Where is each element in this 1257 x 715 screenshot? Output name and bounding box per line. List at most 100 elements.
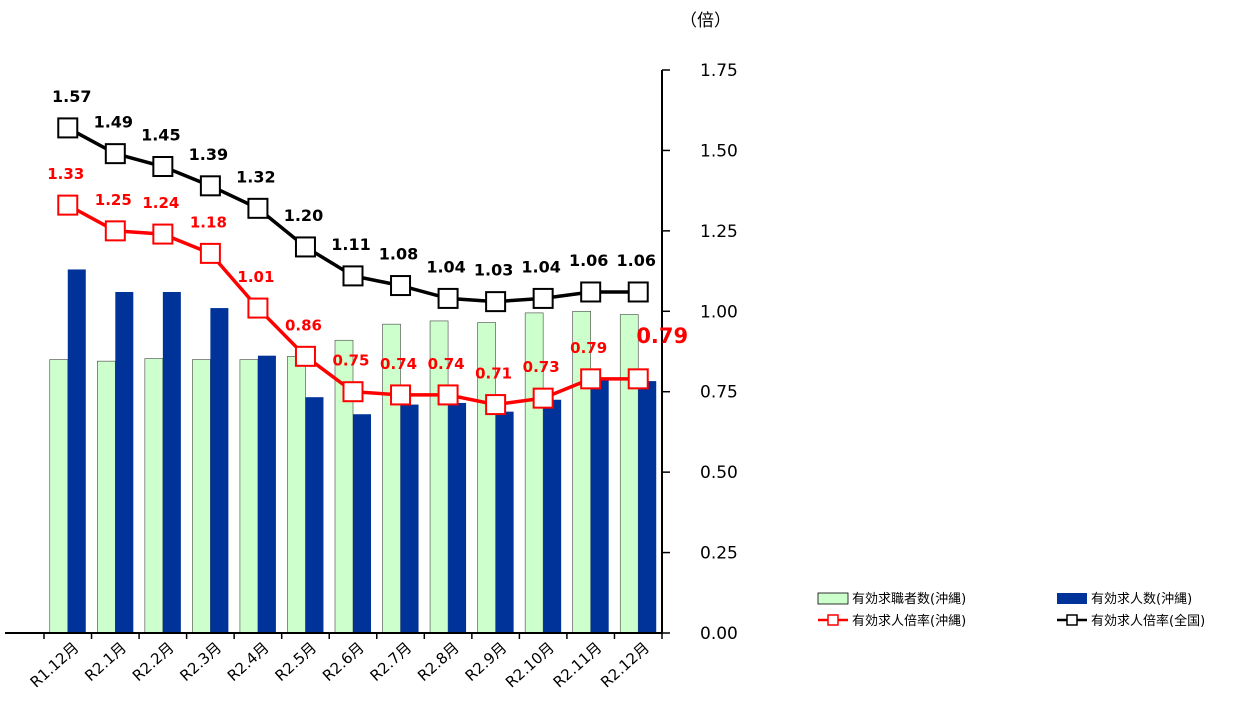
legend-swatch-job-seekers-okinawa [817, 592, 849, 605]
data-label-okinawa: 0.73 [523, 358, 560, 376]
bar-job-offers-okinawa [590, 378, 609, 633]
x-tick-label: R2.1月 [81, 639, 130, 685]
legend-marker-ratio-okinawa [827, 614, 839, 626]
x-tick-label: R2.12月 [597, 639, 653, 692]
x-tick-label: R2.4月 [224, 639, 273, 685]
ratio-national-marker [390, 275, 412, 297]
ratio-okinawa-marker [390, 384, 412, 406]
ratio-national-marker [580, 281, 602, 303]
ratio-okinawa-marker [152, 223, 174, 245]
bar-job-offers-okinawa [448, 402, 467, 633]
ratio-okinawa-marker [437, 384, 459, 406]
y-tick-label: 0.00 [700, 624, 738, 644]
bar-job-seekers-okinawa [144, 358, 164, 634]
legend-marker-ratio-national [1066, 614, 1078, 626]
ratio-okinawa-marker [627, 368, 649, 390]
ratio-national-marker [485, 291, 507, 313]
y-tick-label: 1.75 [700, 61, 738, 81]
y-tick-label: 0.75 [700, 383, 738, 403]
data-label-okinawa: 0.71 [475, 365, 512, 383]
data-label-national: 1.08 [379, 245, 418, 264]
legend: 有効求職者数(沖縄) 有効求人数(沖縄) 有効求人倍率(沖縄) 有効求人倍率(全… [817, 592, 1205, 629]
bar-job-offers-okinawa [115, 291, 134, 633]
x-tick-label: R2.2月 [129, 639, 178, 685]
ratio-okinawa-marker [342, 381, 364, 403]
bar-job-offers-okinawa [305, 397, 324, 633]
bar-job-seekers-okinawa [239, 359, 259, 634]
legend-label-ratio-okinawa: 有効求人倍率(沖縄) [852, 613, 966, 629]
x-tick-label: R2.7月 [367, 639, 416, 685]
bar-job-seekers-okinawa [49, 359, 69, 634]
x-tick-label: R2.5月 [271, 639, 320, 685]
x-tick-label: R2.6月 [319, 639, 368, 685]
ratio-national-marker [294, 236, 316, 258]
x-tick-label: R2.3月 [176, 639, 225, 685]
ratio-national-marker [152, 156, 174, 178]
bar-job-seekers-okinawa [97, 360, 116, 634]
data-label-layer: 1.571.49 1.45 1.39 1.32 1.20 1.11 1.08 1.04 1.03… [47, 87, 688, 383]
x-tick-label: R2.10月 [502, 639, 558, 692]
data-label-okinawa: 0.74 [380, 355, 417, 373]
ratio-okinawa-marker [247, 297, 269, 319]
data-label-national: 1.49 [94, 113, 133, 132]
ratio-national-marker [437, 287, 459, 309]
y-tick-label: 0.25 [700, 544, 738, 564]
y-tick-label: 1.00 [700, 302, 738, 322]
data-label-national: 1.57 [52, 87, 91, 106]
ratio-okinawa-marker [580, 368, 602, 390]
data-label-okinawa: 1.25 [95, 191, 132, 209]
data-label-national: 1.06 [616, 251, 655, 270]
data-label-national: 1.39 [189, 145, 228, 164]
ratio-okinawa-marker [199, 242, 221, 264]
y-axis-unit-label: （倍） [680, 11, 731, 31]
data-label-national: 1.06 [569, 251, 608, 270]
bar-job-offers-okinawa [543, 399, 562, 633]
data-label-national: 1.32 [236, 167, 275, 186]
x-tick-label: R2.11月 [550, 639, 606, 692]
x-tick-label: R2.8月 [414, 639, 463, 685]
bar-job-seekers-okinawa [572, 310, 591, 634]
bar-job-offers-okinawa [257, 355, 276, 633]
bar-job-seekers-okinawa [287, 356, 306, 634]
data-label-okinawa: 0.75 [332, 352, 369, 370]
data-label-national: 1.20 [284, 206, 323, 225]
y-tick-label: 1.25 [700, 222, 738, 242]
line-layer [57, 117, 649, 416]
ratio-okinawa-marker [104, 220, 126, 242]
ratio-national-marker [57, 117, 79, 139]
ratio-national-marker [199, 175, 221, 197]
ratio-okinawa-marker [532, 387, 554, 409]
x-tick-label: R1.12月 [27, 639, 83, 692]
bar-job-seekers-okinawa [192, 359, 211, 634]
data-label-okinawa: 0.79 [570, 339, 607, 357]
legend-swatch-job-offers-okinawa [1057, 593, 1087, 604]
data-label-okinawa: 0.79 [636, 324, 688, 348]
data-label-national: 1.11 [331, 235, 370, 254]
data-label-okinawa: 0.86 [285, 316, 322, 334]
ratio-okinawa-marker [294, 345, 316, 367]
data-label-national: 1.03 [474, 261, 513, 280]
bar-job-offers-okinawa [353, 414, 371, 633]
ratio-national-marker [532, 287, 554, 309]
legend-label-job-seekers-okinawa: 有効求職者数(沖縄) [852, 592, 966, 607]
bar-job-offers-okinawa [67, 269, 86, 633]
bar-job-offers-okinawa [638, 381, 657, 633]
y-tick-label: 1.50 [700, 141, 738, 161]
ratio-okinawa-marker [485, 394, 507, 416]
data-label-okinawa: 1.33 [47, 165, 84, 183]
ratio-okinawa-marker [57, 194, 79, 216]
bar-job-offers-okinawa [400, 404, 419, 633]
legend-label-ratio-national: 有効求人倍率(全国) [1091, 613, 1205, 629]
data-label-okinawa: 0.74 [428, 355, 465, 373]
bar-job-offers-okinawa [210, 308, 229, 633]
legend-label-job-offers-okinawa: 有効求人数(沖縄) [1091, 592, 1192, 607]
data-label-okinawa: 1.01 [237, 268, 274, 286]
y-tick-label: 0.50 [700, 463, 738, 483]
ratio-national-marker [247, 197, 269, 219]
bar-job-seekers-okinawa [619, 314, 639, 634]
data-label-national: 1.04 [426, 257, 465, 276]
data-label-national: 1.45 [141, 126, 180, 145]
bar-layer [49, 269, 657, 634]
ratio-national-marker [342, 265, 364, 287]
